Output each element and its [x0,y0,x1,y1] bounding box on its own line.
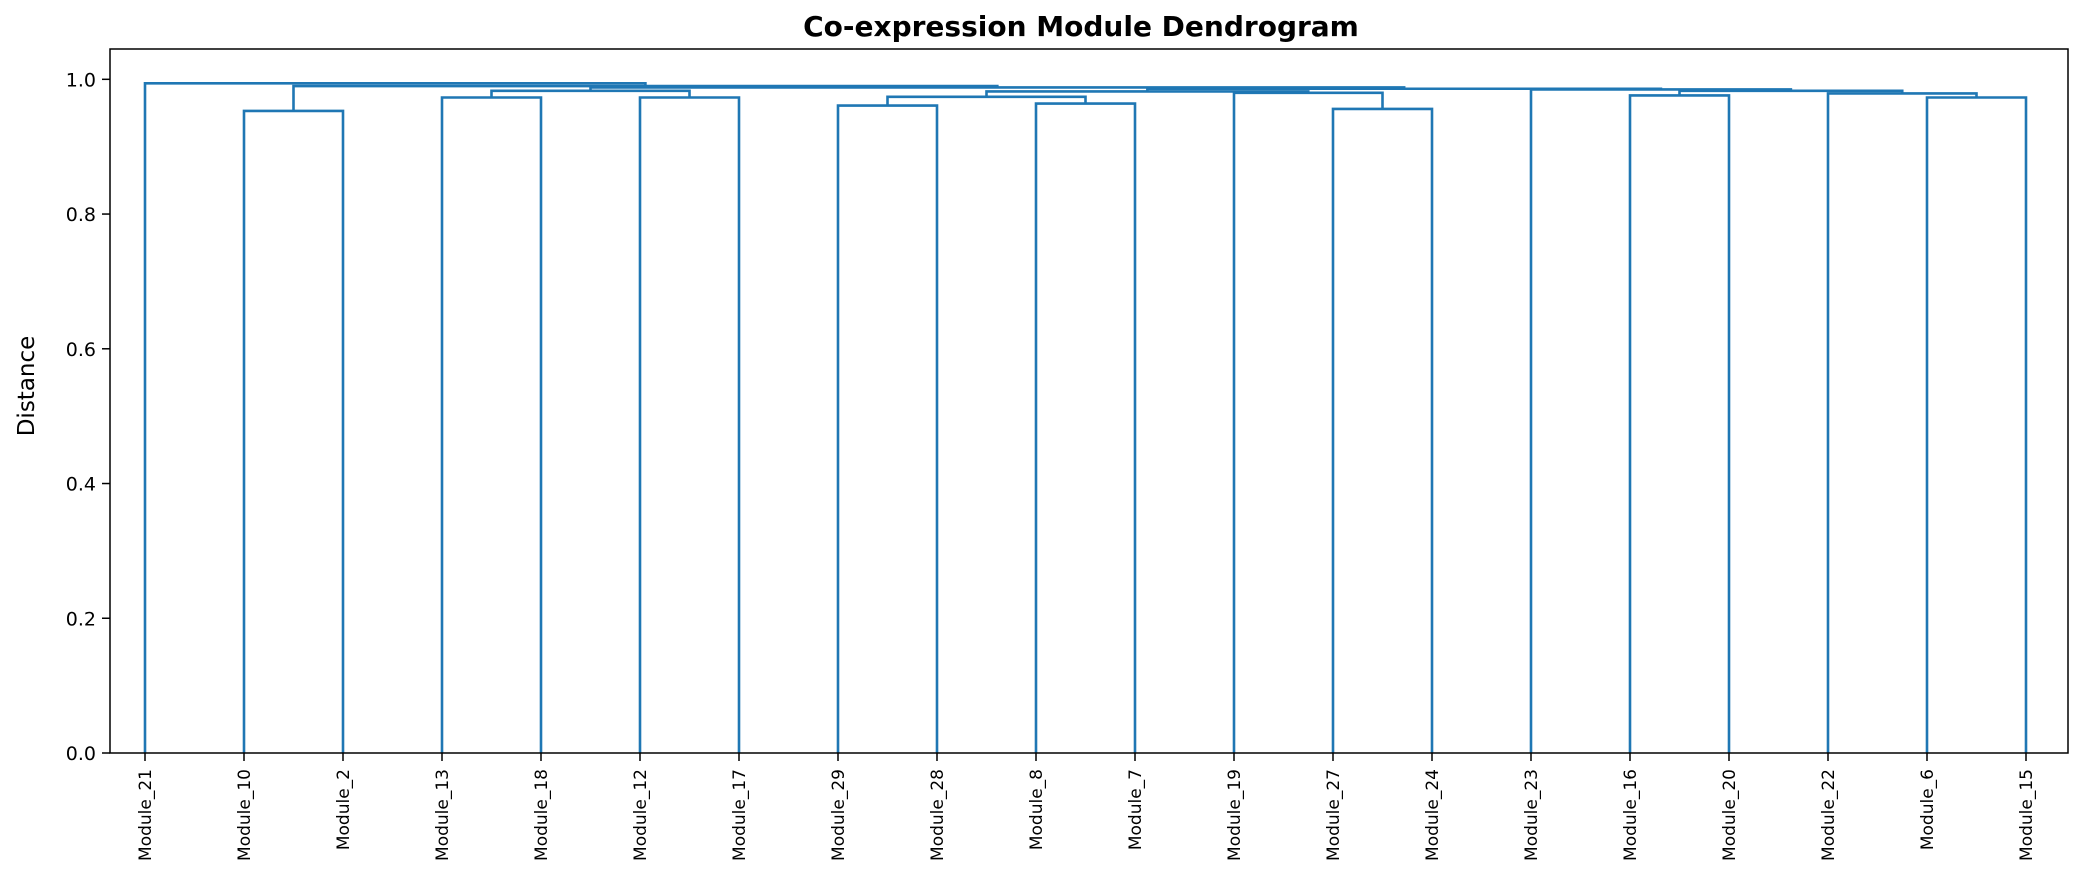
plot-frame [109,48,2069,754]
dendrogram-link-16 [1146,87,1663,92]
x-axis-ticks: Module_21 Module_10 Module_2 Module_13 Modul… [136,753,2037,861]
leaf-label-8: Module_29 [829,769,849,861]
leaf-label-14: Module_24 [1423,769,1443,861]
leaf-label-10: Module_8 [1027,769,1047,850]
leaf-label-3: Module_2 [334,769,354,850]
leaf-label-19: Module_6 [1918,769,1938,850]
leaf-label-18: Module_22 [1819,769,1839,861]
y-tick-label-6: 1.0 [66,69,96,91]
y-tick-label-3: 0.4 [66,474,96,496]
y-axis-ticks: 0.0 0.2 0.4 0.6 0.8 1.0 [66,69,110,765]
leaf-label-9: Module_28 [928,769,948,861]
leaf-label-7: Module_17 [730,769,750,861]
leaf-label-4: Module_13 [433,769,453,861]
y-tick-label-2: 0.2 [66,608,96,630]
leaf-label-20: Module_15 [2017,769,2037,861]
dendrogram-link-3 [638,96,741,753]
dendrogram-link-1 [242,109,345,753]
dendrogram-link-6 [1331,107,1434,753]
y-tick-label-5: 0.8 [66,204,96,226]
leaf-label-13: Module_27 [1324,769,1344,861]
leaf-label-5: Module_18 [532,769,552,861]
leaf-label-2: Module_10 [235,769,255,861]
dendrogram-link-19 [143,82,647,753]
dendrogram-link-4 [836,104,939,753]
leaf-label-11: Module_7 [1126,769,1146,850]
dendrogram-link-11 [1826,92,1978,753]
y-tick-label-4: 0.6 [66,339,96,361]
dendrogram-link-15 [1529,88,1793,753]
leaf-label-16: Module_16 [1621,769,1641,861]
dendrogram-link-5 [1034,102,1137,753]
leaf-label-12: Module_19 [1225,769,1245,861]
leaf-label-17: Module_20 [1720,769,1740,861]
dendrogram-link-9 [886,95,1087,106]
y-tick-label-1: 0.0 [66,743,96,765]
dendrogram-link-7 [1628,94,1731,753]
leaf-label-15: Module_23 [1522,769,1542,861]
leaf-label-1: Module_21 [136,769,156,861]
dendrogram-link-2 [440,96,543,753]
chart-title: Co-expression Module Dendrogram [803,10,1359,43]
dendrogram-link-10 [1232,91,1384,753]
dendrogram-links [143,82,2028,753]
leaf-label-6: Module_12 [631,769,651,861]
y-axis-label: Distance [14,336,40,437]
dendrogram-link-8 [1925,96,2028,753]
